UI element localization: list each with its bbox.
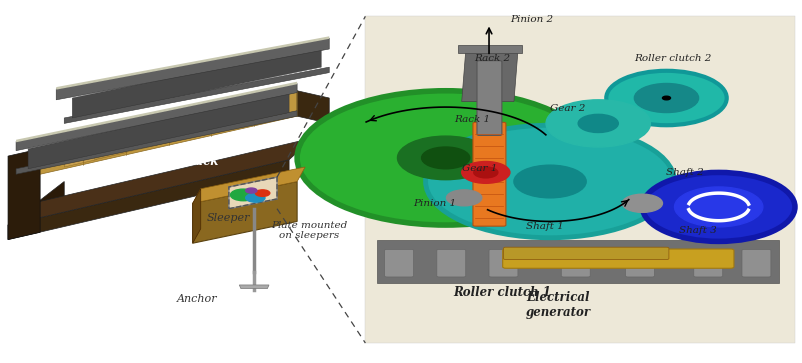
Text: Rack 2: Rack 2 bbox=[473, 54, 509, 62]
Circle shape bbox=[642, 172, 794, 241]
FancyBboxPatch shape bbox=[503, 247, 668, 260]
Circle shape bbox=[577, 114, 618, 132]
Circle shape bbox=[674, 187, 762, 227]
Circle shape bbox=[245, 188, 257, 193]
Polygon shape bbox=[16, 82, 297, 142]
Text: Shaft 3: Shaft 3 bbox=[678, 226, 715, 235]
Polygon shape bbox=[8, 149, 40, 240]
Text: Sleeper: Sleeper bbox=[207, 213, 250, 223]
FancyBboxPatch shape bbox=[472, 122, 505, 226]
Text: Electrical
generator: Electrical generator bbox=[525, 291, 590, 319]
Polygon shape bbox=[8, 182, 64, 240]
Circle shape bbox=[230, 189, 256, 201]
Polygon shape bbox=[8, 160, 289, 240]
Circle shape bbox=[662, 96, 670, 100]
Circle shape bbox=[545, 100, 650, 147]
Circle shape bbox=[622, 194, 662, 212]
Polygon shape bbox=[186, 109, 218, 138]
Circle shape bbox=[461, 162, 509, 183]
Polygon shape bbox=[457, 45, 521, 53]
FancyBboxPatch shape bbox=[502, 249, 733, 268]
Polygon shape bbox=[72, 47, 321, 118]
Polygon shape bbox=[156, 116, 188, 145]
Polygon shape bbox=[377, 240, 778, 283]
FancyBboxPatch shape bbox=[561, 249, 589, 277]
Text: Anchor: Anchor bbox=[176, 294, 217, 305]
Circle shape bbox=[634, 83, 698, 113]
FancyBboxPatch shape bbox=[476, 61, 501, 135]
Circle shape bbox=[397, 136, 493, 180]
Polygon shape bbox=[28, 93, 289, 169]
Polygon shape bbox=[297, 91, 329, 123]
Polygon shape bbox=[40, 91, 297, 174]
Polygon shape bbox=[365, 16, 794, 343]
Circle shape bbox=[446, 190, 481, 206]
Polygon shape bbox=[192, 189, 200, 243]
Polygon shape bbox=[56, 38, 329, 100]
Circle shape bbox=[255, 190, 269, 196]
FancyBboxPatch shape bbox=[436, 249, 465, 277]
Circle shape bbox=[513, 165, 585, 198]
Text: Plate mounted
on sleepers: Plate mounted on sleepers bbox=[271, 221, 346, 240]
Text: Rack 1: Rack 1 bbox=[453, 115, 489, 124]
Text: Railway Track: Railway Track bbox=[126, 155, 219, 168]
Text: Roller clutch 1: Roller clutch 1 bbox=[453, 286, 551, 299]
FancyBboxPatch shape bbox=[693, 249, 722, 277]
Text: Roller clutch 2: Roller clutch 2 bbox=[634, 54, 711, 62]
Polygon shape bbox=[64, 138, 96, 167]
Polygon shape bbox=[239, 285, 269, 289]
Polygon shape bbox=[64, 67, 329, 123]
Polygon shape bbox=[461, 51, 517, 102]
Polygon shape bbox=[56, 36, 329, 90]
Polygon shape bbox=[95, 131, 127, 160]
FancyBboxPatch shape bbox=[384, 249, 413, 277]
Circle shape bbox=[606, 71, 726, 125]
Text: Pinion 1: Pinion 1 bbox=[413, 199, 456, 208]
FancyBboxPatch shape bbox=[488, 249, 517, 277]
Polygon shape bbox=[192, 167, 305, 203]
Polygon shape bbox=[16, 83, 297, 151]
Text: Shaft 2: Shaft 2 bbox=[666, 168, 703, 177]
Text: Shaft 1: Shaft 1 bbox=[525, 223, 563, 231]
Text: Pinion 2: Pinion 2 bbox=[509, 16, 553, 24]
Circle shape bbox=[297, 91, 593, 225]
Text: Gear 2: Gear 2 bbox=[549, 105, 585, 113]
Polygon shape bbox=[8, 138, 313, 225]
Circle shape bbox=[245, 193, 265, 202]
FancyBboxPatch shape bbox=[741, 249, 770, 277]
Circle shape bbox=[473, 167, 497, 178]
Polygon shape bbox=[229, 177, 277, 209]
Polygon shape bbox=[192, 182, 297, 243]
Polygon shape bbox=[125, 123, 157, 152]
Polygon shape bbox=[217, 102, 249, 131]
Text: Gear 1: Gear 1 bbox=[461, 164, 496, 173]
Polygon shape bbox=[16, 111, 297, 174]
Circle shape bbox=[425, 125, 674, 238]
Circle shape bbox=[421, 147, 469, 169]
FancyBboxPatch shape bbox=[625, 249, 654, 277]
